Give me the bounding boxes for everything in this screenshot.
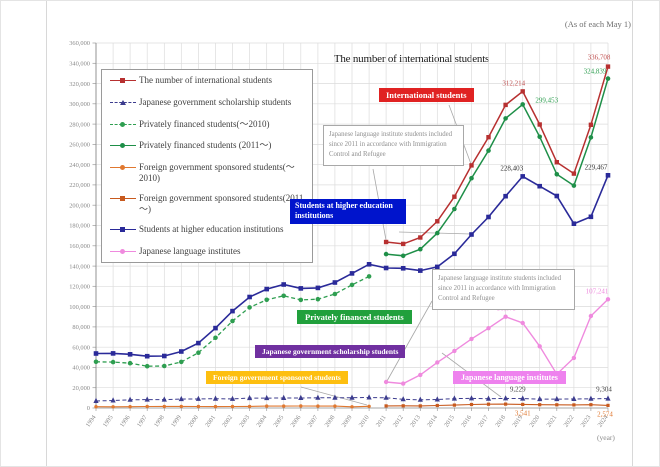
circle-marker-icon <box>110 120 136 131</box>
legend-item: Japanese language institutes <box>110 246 308 258</box>
chart-legend: The number of international students Japa… <box>101 69 313 263</box>
svg-text:1996: 1996 <box>119 414 132 428</box>
legend-item-label: The number of international students <box>139 75 272 85</box>
svg-text:60,000: 60,000 <box>72 344 90 351</box>
legend-item-label: Foreign government sponsored students(～2… <box>139 162 295 183</box>
square-marker-icon <box>110 225 136 236</box>
svg-text:20,000: 20,000 <box>72 385 90 392</box>
legend-item-label: Students at higher education institution… <box>139 224 284 235</box>
svg-text:2018: 2018 <box>494 414 507 428</box>
svg-text:360,000: 360,000 <box>69 40 90 47</box>
svg-text:2009: 2009 <box>341 414 354 428</box>
svg-text:312,214: 312,214 <box>502 79 525 87</box>
circle-marker-icon <box>110 163 136 174</box>
svg-text:2016: 2016 <box>460 414 473 428</box>
svg-text:40,000: 40,000 <box>72 365 90 372</box>
svg-text:9,229: 9,229 <box>510 386 526 394</box>
page-margin-rule-right <box>632 1 633 466</box>
svg-text:160,000: 160,000 <box>69 243 90 250</box>
legend-item: Privately financed students (2011～) <box>110 140 308 152</box>
legend-item-label: Japanese language institutes <box>139 245 241 256</box>
svg-text:120,000: 120,000 <box>69 284 90 291</box>
square-marker-icon <box>110 194 136 205</box>
svg-text:229,467: 229,467 <box>585 163 608 171</box>
note-language-institutes-top: Japanese language institute students inc… <box>323 125 464 166</box>
svg-text:336,708: 336,708 <box>588 54 611 62</box>
svg-text:1994: 1994 <box>85 413 99 428</box>
legend-item: Privately financed students(～2010) <box>110 119 308 131</box>
callout-higher-education: Students at higher education institution… <box>290 199 406 224</box>
svg-text:280,000: 280,000 <box>69 121 90 128</box>
legend-item: Foreign government sponsored students(20… <box>110 193 308 214</box>
svg-text:2005: 2005 <box>272 414 285 428</box>
legend-item: The number of international students <box>110 75 308 87</box>
svg-text:240,000: 240,000 <box>69 162 90 169</box>
as-of-note: (As of each May 1) <box>564 19 631 29</box>
callout-government-scholarship: Japanese government scholarship students <box>255 345 406 358</box>
svg-text:180,000: 180,000 <box>69 223 90 230</box>
svg-text:260,000: 260,000 <box>69 142 90 149</box>
legend-item-label: Privately financed students (2011～) <box>139 140 272 151</box>
svg-text:2011: 2011 <box>375 414 388 428</box>
note-language-institutes-mid: Japanese language institute students inc… <box>432 269 575 310</box>
callout-international-students: International students <box>379 88 474 102</box>
svg-text:2003: 2003 <box>238 414 251 428</box>
legend-item-label: Foreign government sponsored students(20… <box>139 193 304 214</box>
svg-text:80,000: 80,000 <box>72 324 90 331</box>
svg-text:200,000: 200,000 <box>69 202 90 209</box>
callout-language-institutes: Japanese language institutes <box>453 371 566 384</box>
svg-text:9,304: 9,304 <box>596 386 612 394</box>
svg-text:2010: 2010 <box>358 414 371 428</box>
svg-text:2012: 2012 <box>392 414 405 428</box>
svg-text:324,839: 324,839 <box>584 68 607 76</box>
x-axis-unit-label: (year) <box>597 433 615 442</box>
svg-text:2014: 2014 <box>426 413 440 428</box>
svg-text:2001: 2001 <box>204 414 217 428</box>
svg-text:220,000: 220,000 <box>69 182 90 189</box>
svg-text:320,000: 320,000 <box>69 81 90 88</box>
svg-text:2,574: 2,574 <box>597 410 613 418</box>
callout-privately-financed: Privately financed students <box>297 310 412 324</box>
legend-item: Students at higher education institution… <box>110 224 308 236</box>
svg-text:2023: 2023 <box>579 414 592 428</box>
svg-text:2000: 2000 <box>187 414 200 428</box>
svg-text:2002: 2002 <box>221 414 234 428</box>
svg-text:1999: 1999 <box>170 414 183 428</box>
svg-text:107,241: 107,241 <box>586 287 609 295</box>
svg-text:0: 0 <box>87 405 90 412</box>
svg-text:2017: 2017 <box>477 413 491 428</box>
legend-item-label: Japanese government scholarship students <box>139 96 292 107</box>
svg-text:340,000: 340,000 <box>69 61 90 68</box>
svg-text:2007: 2007 <box>306 413 320 428</box>
page-margin-rule-left <box>46 1 47 466</box>
svg-text:1995: 1995 <box>102 414 115 428</box>
chart-title: The number of international students <box>333 53 490 65</box>
circle-marker-icon <box>110 247 136 258</box>
legend-item: Foreign government sponsored students(～2… <box>110 162 308 183</box>
svg-text:2006: 2006 <box>289 414 302 428</box>
svg-text:2015: 2015 <box>443 414 456 428</box>
svg-text:1997: 1997 <box>136 413 150 428</box>
legend-item-label: Privately financed students(～2010) <box>139 118 270 129</box>
svg-text:140,000: 140,000 <box>69 263 90 270</box>
svg-text:300,000: 300,000 <box>69 101 90 108</box>
svg-text:1998: 1998 <box>153 414 166 428</box>
svg-text:2004: 2004 <box>255 413 269 428</box>
circle-marker-icon <box>110 141 136 152</box>
square-marker-icon <box>110 76 136 87</box>
triangle-marker-icon <box>110 98 136 109</box>
svg-text:100,000: 100,000 <box>69 304 90 311</box>
svg-text:2021: 2021 <box>545 414 558 428</box>
svg-text:228,403: 228,403 <box>500 164 523 172</box>
svg-text:2013: 2013 <box>409 414 422 428</box>
svg-text:3,541: 3,541 <box>515 409 531 417</box>
svg-text:299,453: 299,453 <box>535 96 558 104</box>
svg-text:2008: 2008 <box>323 414 336 428</box>
svg-text:2022: 2022 <box>562 414 575 428</box>
callout-foreign-government: Foreign government sponsored students <box>206 371 348 384</box>
legend-item: Japanese government scholarship students <box>110 97 308 109</box>
